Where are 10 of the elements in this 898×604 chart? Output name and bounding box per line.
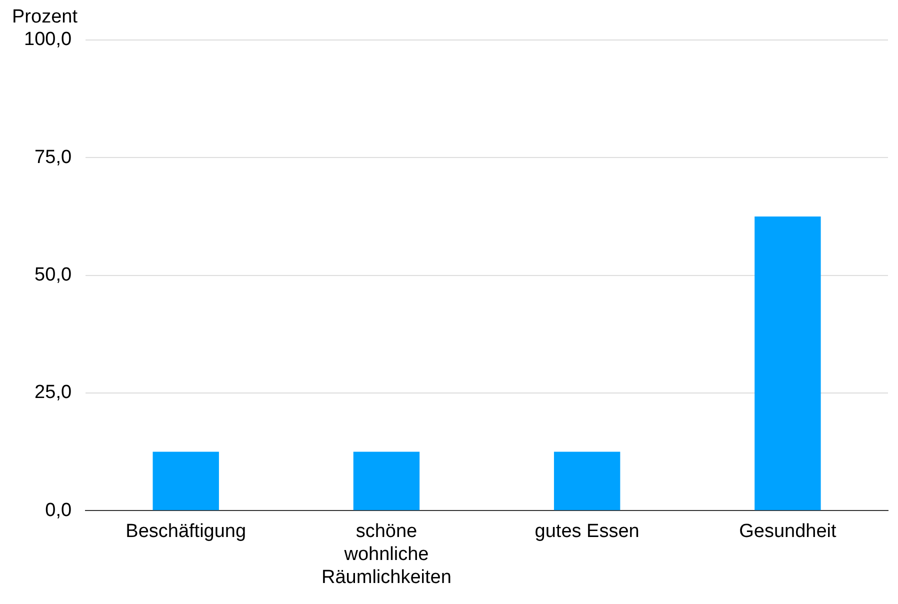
y-axis-title: Prozent <box>12 6 78 28</box>
y-tick-label: 50,0 <box>34 264 72 286</box>
y-tick-label: 0,0 <box>45 500 72 521</box>
x-tick-label: Beschäftigung <box>126 521 246 542</box>
x-tick-label: schöne wohnliche Räumlichkeiten <box>322 521 452 588</box>
y-tick-label: 100,0 <box>24 29 72 50</box>
y-tick-label: 25,0 <box>34 382 72 404</box>
x-tick-label: Gesundheit <box>739 521 837 542</box>
y-tick-label: 75,0 <box>34 146 72 168</box>
x-tick-label: gutes Essen <box>534 521 640 542</box>
